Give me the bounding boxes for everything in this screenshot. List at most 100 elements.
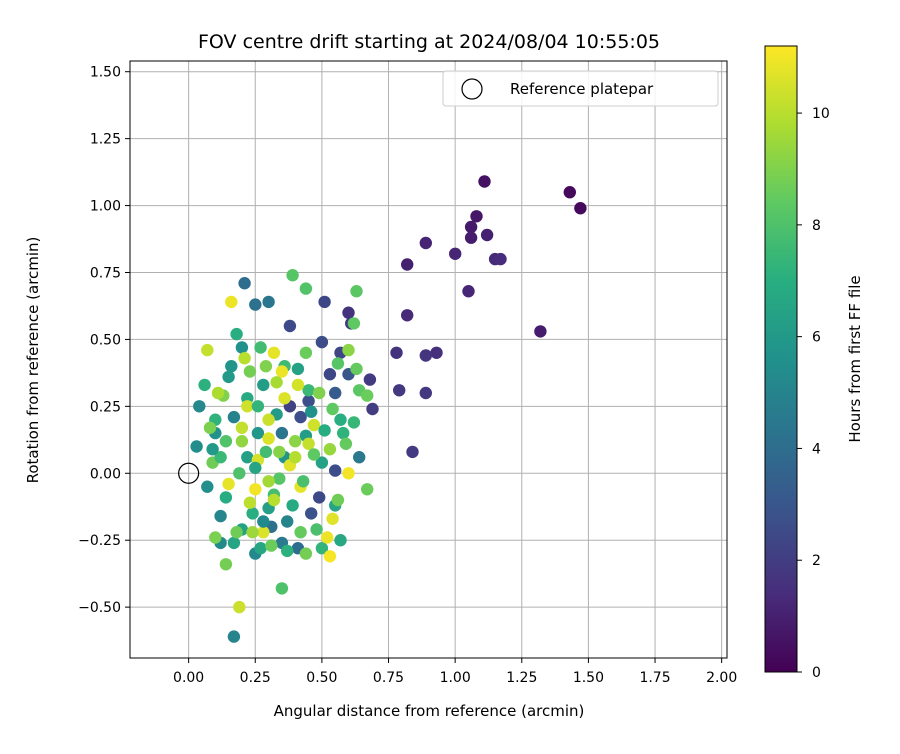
data-point bbox=[265, 539, 278, 552]
data-point bbox=[193, 400, 206, 413]
data-point bbox=[262, 295, 275, 309]
data-point bbox=[257, 515, 270, 528]
data-point bbox=[214, 509, 227, 523]
data-point bbox=[337, 426, 350, 440]
data-point bbox=[334, 413, 347, 426]
data-point bbox=[286, 499, 299, 512]
y-tick-label: 1.25 bbox=[90, 132, 121, 148]
data-point bbox=[241, 451, 254, 464]
data-point bbox=[222, 370, 235, 384]
data-point bbox=[318, 295, 331, 309]
data-point bbox=[353, 451, 366, 464]
data-point bbox=[321, 531, 334, 544]
data-point bbox=[313, 386, 326, 400]
data-point bbox=[331, 357, 345, 370]
data-point bbox=[243, 496, 257, 509]
y-tick-label: 0.75 bbox=[90, 265, 121, 281]
data-point bbox=[225, 360, 238, 373]
data-point bbox=[291, 362, 305, 376]
x-tick-label: 2.00 bbox=[706, 670, 737, 686]
data-point bbox=[297, 475, 310, 488]
colorbar-tick-label: 8 bbox=[812, 218, 821, 234]
colorbar-ticks: 0 2 4 6 8 10 bbox=[797, 106, 830, 681]
data-point bbox=[249, 483, 262, 496]
data-point bbox=[315, 456, 329, 469]
data-point bbox=[329, 464, 342, 477]
data-point bbox=[307, 448, 321, 461]
data-point bbox=[347, 317, 361, 330]
data-point bbox=[219, 558, 233, 571]
data-point bbox=[235, 341, 249, 354]
data-point bbox=[361, 389, 374, 402]
data-point bbox=[257, 526, 270, 539]
legend-marker-icon bbox=[461, 78, 483, 100]
data-point bbox=[342, 343, 355, 357]
data-point bbox=[201, 343, 214, 357]
legend-box bbox=[442, 70, 719, 107]
data-point bbox=[273, 445, 286, 459]
data-point bbox=[401, 309, 414, 322]
data-point bbox=[347, 416, 361, 429]
data-point bbox=[270, 376, 283, 389]
data-point bbox=[310, 523, 323, 536]
data-point bbox=[230, 526, 243, 539]
data-point bbox=[350, 362, 363, 376]
y-tick-label: 0.25 bbox=[90, 399, 121, 415]
legend: Reference platepar bbox=[442, 70, 719, 107]
data-point bbox=[225, 295, 238, 309]
data-point bbox=[342, 467, 355, 480]
x-tick-label: 1.50 bbox=[573, 670, 604, 686]
data-point bbox=[331, 493, 345, 507]
data-point bbox=[262, 475, 275, 488]
data-point bbox=[329, 386, 342, 400]
data-point bbox=[243, 365, 257, 378]
data-point bbox=[291, 378, 305, 392]
data-point bbox=[563, 186, 576, 199]
data-point bbox=[281, 515, 294, 528]
data-point bbox=[262, 432, 275, 445]
data-point bbox=[235, 421, 249, 434]
data-point bbox=[302, 394, 315, 408]
data-point bbox=[254, 341, 267, 354]
data-point bbox=[227, 630, 241, 643]
data-point bbox=[315, 542, 329, 555]
data-point bbox=[286, 269, 299, 282]
x-tick-label: 1.75 bbox=[639, 670, 670, 686]
data-point bbox=[342, 306, 355, 319]
data-point bbox=[278, 392, 291, 405]
data-point bbox=[267, 346, 281, 359]
colorbar-tick-label: 4 bbox=[812, 441, 821, 457]
data-point bbox=[233, 600, 246, 614]
data-point bbox=[307, 418, 321, 432]
data-point bbox=[209, 531, 222, 544]
data-point bbox=[299, 346, 313, 359]
data-point bbox=[219, 435, 233, 448]
data-point bbox=[315, 335, 329, 349]
data-point bbox=[227, 410, 241, 424]
data-point bbox=[259, 360, 273, 373]
data-point bbox=[299, 282, 313, 295]
data-point bbox=[478, 175, 491, 188]
y-axis-label: Rotation from reference (arcmin) bbox=[24, 237, 42, 484]
data-point bbox=[480, 228, 494, 242]
colorbar-tick-label: 2 bbox=[812, 553, 821, 569]
x-tick-label: 1.25 bbox=[506, 670, 537, 686]
data-point bbox=[262, 413, 275, 426]
data-point bbox=[363, 373, 377, 386]
data-point bbox=[323, 368, 337, 381]
data-point bbox=[214, 451, 227, 464]
x-tick-label: 1.00 bbox=[440, 670, 471, 686]
data-point bbox=[313, 491, 326, 504]
data-point bbox=[462, 285, 475, 298]
y-tick-label: −0.50 bbox=[78, 600, 121, 616]
data-point bbox=[366, 402, 379, 416]
data-point bbox=[233, 467, 246, 480]
data-point bbox=[302, 437, 315, 450]
y-tick-label: 0.50 bbox=[90, 332, 121, 348]
y-tick-label: 1.00 bbox=[90, 199, 121, 215]
data-point bbox=[334, 534, 347, 547]
data-point bbox=[294, 526, 307, 539]
chart-title: FOV centre drift starting at 2024/08/04 … bbox=[198, 31, 660, 53]
colorbar-gradient bbox=[764, 45, 798, 673]
